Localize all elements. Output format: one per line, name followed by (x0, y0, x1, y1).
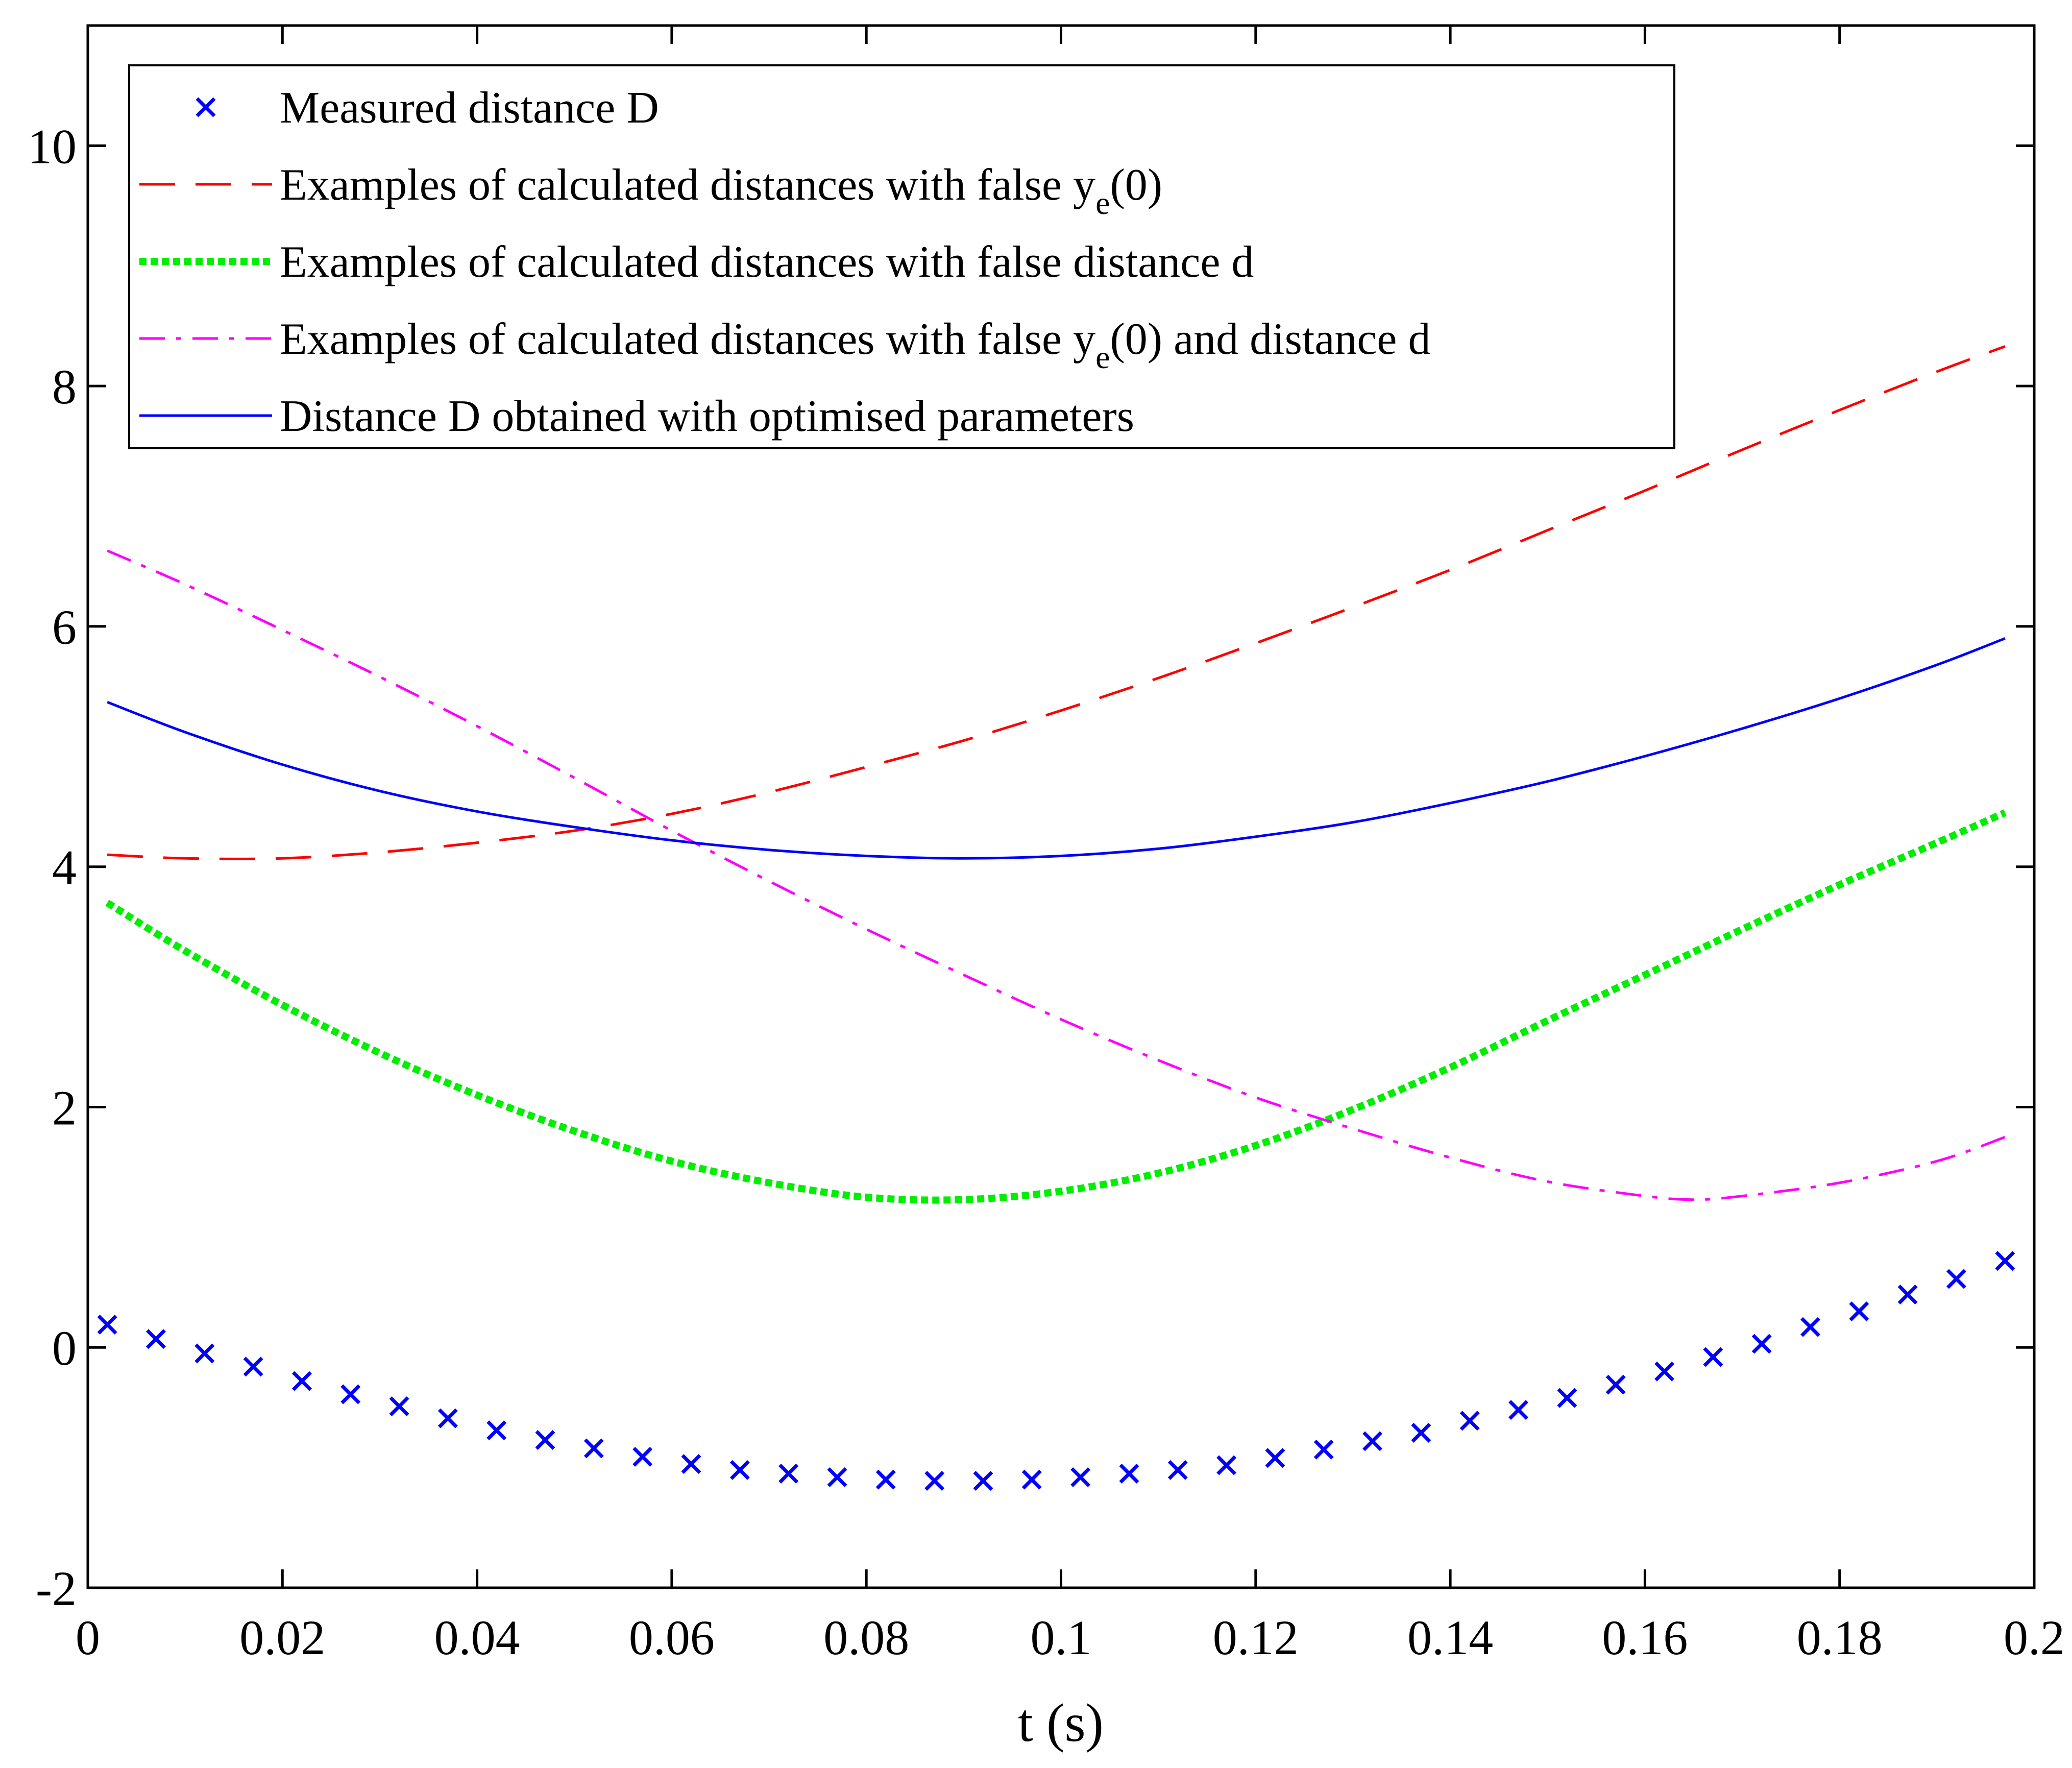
y-tick-label: 6 (52, 600, 77, 655)
data-point-marker (340, 1384, 361, 1404)
data-point-marker (1654, 1361, 1675, 1382)
data-point-marker (1459, 1411, 1480, 1431)
data-point-marker (1216, 1455, 1237, 1475)
legend-label: Distance D obtained with optimised param… (280, 392, 1134, 441)
data-point-marker (535, 1430, 555, 1450)
data-point-marker (632, 1446, 653, 1467)
legend-marker-x (196, 97, 216, 117)
series-line-dotted (105, 809, 2007, 1204)
data-point-marker (1119, 1463, 1139, 1484)
x-tick-label: 0 (76, 1610, 100, 1665)
x-tick-label: 0.1 (1031, 1610, 1092, 1665)
data-point-marker (97, 1315, 117, 1335)
legend-label: Examples of calculated distances with fa… (280, 314, 1431, 375)
data-point-marker (486, 1420, 507, 1441)
series-layer (97, 345, 2015, 1491)
x-tick-label: 0.2 (2004, 1610, 2065, 1665)
data-point-marker (1703, 1347, 1723, 1367)
data-point-marker (827, 1467, 847, 1487)
data-point-marker (1070, 1467, 1091, 1487)
data-point-marker (1167, 1460, 1188, 1480)
data-point-marker (1508, 1400, 1529, 1420)
y-tick-label: 8 (52, 359, 77, 414)
data-point-marker (291, 1371, 312, 1391)
data-point-marker (243, 1357, 263, 1377)
x-tick-label: 0.12 (1213, 1610, 1299, 1665)
x-tick-label: 0.08 (823, 1610, 909, 1665)
data-point-marker (145, 1329, 166, 1349)
ticks-layer: 0 0.02 0.04 0.06 0.08 0.1 0.12 0.14 0.16 0.18 0.2 -… (28, 26, 2065, 1665)
x-tick-label: 0.14 (1407, 1610, 1493, 1665)
y-tick-label: 0 (52, 1321, 77, 1375)
data-point-marker (1021, 1469, 1042, 1490)
data-point-marker (681, 1454, 701, 1474)
data-point-marker (583, 1438, 604, 1459)
x-tick-label: 0.04 (434, 1610, 520, 1665)
data-point-marker (1897, 1285, 1918, 1305)
data-point-marker (194, 1343, 215, 1364)
data-point-marker (1313, 1439, 1334, 1460)
legend-label: Measured distance D (280, 83, 659, 133)
data-point-marker (1557, 1388, 1577, 1408)
data-point-marker (1849, 1301, 1869, 1322)
data-point-marker (1946, 1269, 1966, 1289)
data-point-marker (875, 1469, 896, 1490)
x-tick-label: 0.06 (629, 1610, 715, 1665)
data-point-marker (389, 1396, 409, 1417)
data-point-marker (1751, 1334, 1772, 1354)
x-tick-label: 0.02 (239, 1610, 325, 1665)
legend-label: Examples of calculated distances with fa… (280, 237, 1254, 287)
series-line-dashdot (107, 549, 2006, 1201)
y-tick-label: 10 (28, 119, 77, 174)
data-point-marker (1411, 1422, 1431, 1443)
data-point-marker (1995, 1251, 2015, 1271)
x-tick-label: 0.16 (1602, 1610, 1688, 1665)
data-point-marker (1605, 1374, 1626, 1395)
data-point-marker (1800, 1317, 1820, 1337)
y-tick-label: -2 (36, 1561, 77, 1616)
series-line-dashed (107, 345, 2006, 860)
data-point-marker (778, 1463, 799, 1484)
x-tick-label: 0.18 (1797, 1610, 1883, 1665)
data-point-marker (1362, 1431, 1383, 1451)
legend-box (128, 64, 1675, 449)
data-point-marker (924, 1471, 945, 1491)
data-point-marker (973, 1471, 993, 1491)
data-point-marker (437, 1408, 458, 1428)
legend: Measured distance D Examples of calculate… (128, 64, 1675, 449)
data-point-marker (729, 1460, 750, 1480)
y-tick-label: 2 (52, 1080, 77, 1135)
legend-label: Examples of calculated distances with fa… (280, 160, 1162, 221)
series-line-solid (107, 637, 2006, 860)
x-axis-title: t (s) (1018, 1693, 1104, 1753)
y-tick-label: 4 (52, 840, 77, 895)
data-point-marker (1265, 1448, 1285, 1468)
